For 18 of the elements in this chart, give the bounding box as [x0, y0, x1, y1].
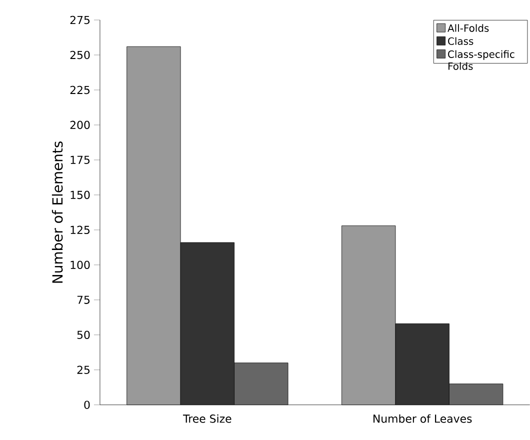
y-tick-label: 50: [77, 330, 90, 340]
y-tick-label: 25: [77, 366, 90, 374]
x-tick-label: Tree Size: [182, 414, 232, 423]
x-tick-label: Number of Leaves: [374, 414, 472, 423]
y-axis-title: Number of Elements: [52, 142, 63, 283]
y-tick-label: 250: [70, 50, 90, 60]
legend-label: Class-specific Folds: [448, 50, 514, 70]
y-tick-label: 225: [70, 86, 90, 94]
y-tick-label: 0: [84, 400, 90, 410]
legend-label: Class: [448, 37, 474, 45]
y-tick-label: 150: [70, 190, 90, 200]
y-tick-label: 275: [70, 16, 90, 24]
y-tick-label: 175: [70, 156, 90, 164]
y-tick-label: 100: [70, 260, 90, 270]
y-tick-label: 125: [70, 226, 90, 234]
y-tick-label: 200: [70, 120, 90, 130]
legend-label: All-Folds: [448, 24, 489, 32]
y-tick-label: 75: [77, 296, 90, 304]
